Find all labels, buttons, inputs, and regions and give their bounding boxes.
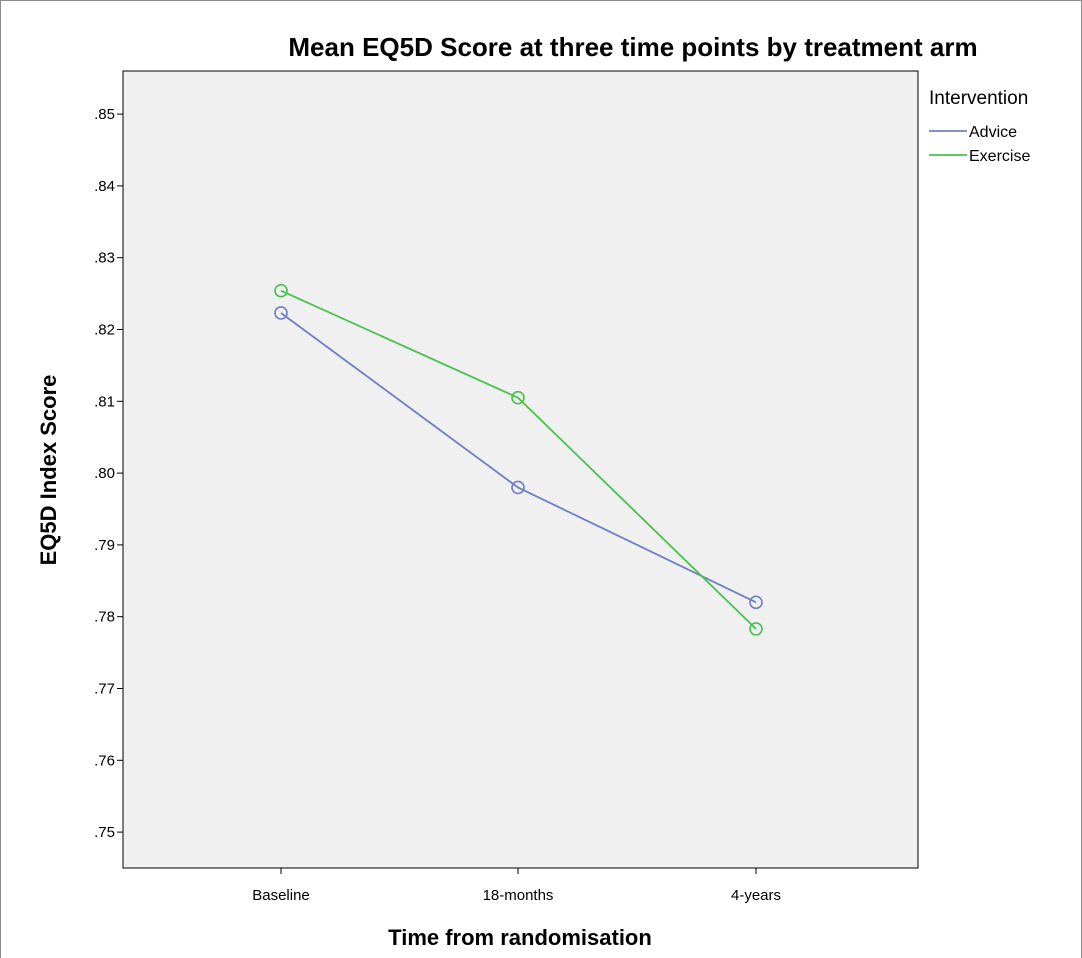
data-point-advice (274, 306, 288, 320)
series-line-advice (280, 312, 757, 604)
data-point-exercise (749, 622, 763, 636)
chart-title: Mean EQ5D Score at three time points by … (288, 32, 977, 62)
y-tick-label: .81 (94, 393, 115, 410)
y-tick-label: .79 (94, 537, 115, 554)
y-axis-title: EQ5D Index Score (36, 375, 61, 566)
data-point-advice (749, 595, 763, 610)
x-tick-label: Baseline (252, 887, 310, 904)
y-tick-label: .84 (94, 178, 115, 195)
y-tick-label: .85 (94, 106, 115, 123)
series-line-exercise (280, 289, 757, 630)
legend-label-exercise: Exercise (969, 148, 1030, 165)
y-tick-label: .78 (94, 609, 115, 626)
y-tick-label: .76 (94, 752, 115, 769)
legend-label-advice: Advice (969, 124, 1017, 141)
y-tick-label: .80 (94, 465, 115, 482)
x-tick-label: 18-months (483, 887, 554, 904)
y-tick-label: .82 (94, 321, 115, 338)
legend: Intervention Advice Exercise (929, 88, 1030, 165)
x-tick-label: 4-years (731, 887, 781, 904)
y-tick-label: .75 (94, 824, 115, 841)
y-axis: .75 .76 .77 .78 .79 .80 .81 .82 .83 .84 .85 (94, 106, 123, 841)
x-axis-title: Time from randomisation (388, 925, 652, 950)
y-tick-label: .83 (94, 250, 115, 267)
data-point-advice (511, 480, 525, 495)
legend-title: Intervention (929, 88, 1028, 109)
y-tick-label: .77 (94, 680, 115, 697)
series-layer (274, 283, 763, 636)
data-point-exercise (274, 283, 288, 298)
data-point-exercise (511, 390, 525, 405)
plot-area (122, 70, 919, 869)
x-axis: Baseline 18-months 4-years (252, 868, 781, 904)
